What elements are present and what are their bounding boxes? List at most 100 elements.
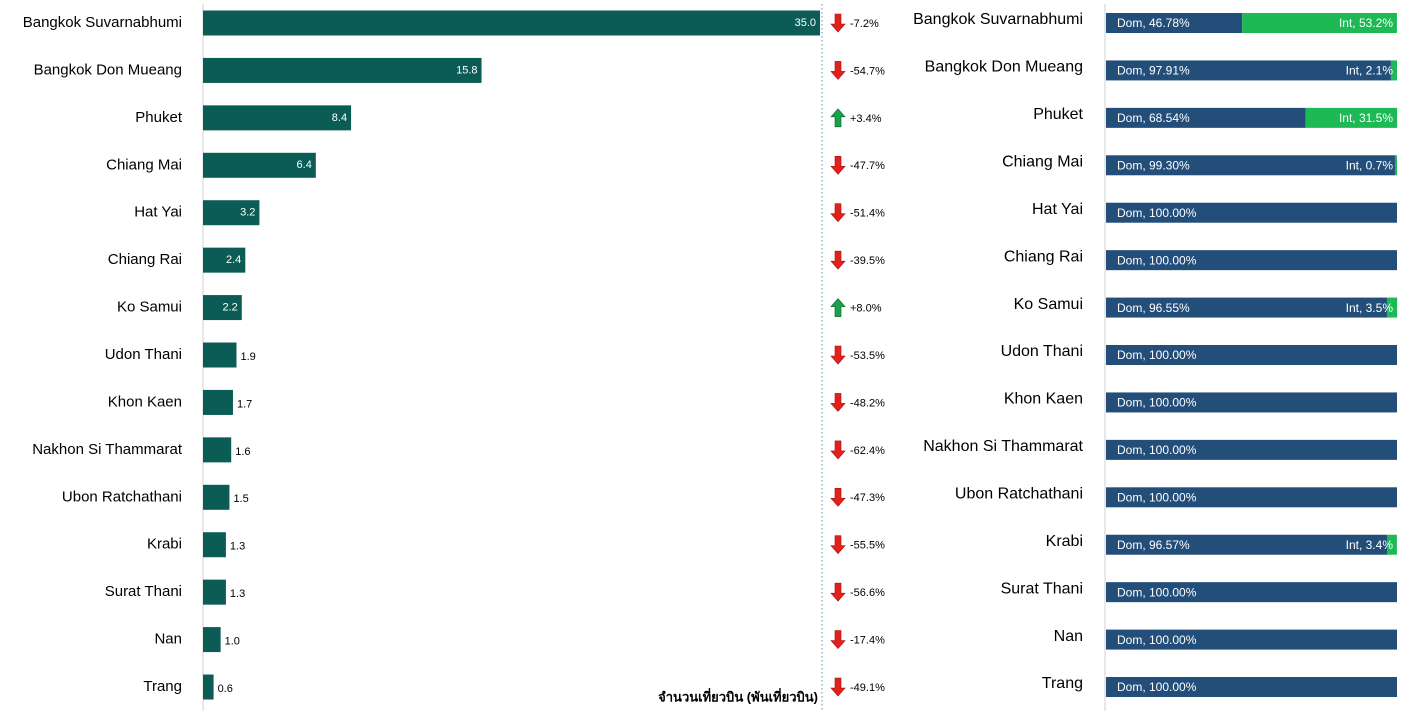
bar <box>203 295 242 321</box>
change-arrow <box>830 582 846 602</box>
bar-segment <box>1106 345 1397 366</box>
category-label: Nan <box>1054 628 1083 645</box>
change-arrow <box>830 155 846 175</box>
segment-label: Dom, 100.00% <box>1117 206 1197 220</box>
segment-label: Int, 53.2% <box>1339 16 1393 30</box>
category-label: Bangkok Don Mueang <box>34 61 182 78</box>
segment-label: Dom, 99.30% <box>1117 158 1190 172</box>
bar-segment <box>1106 582 1397 603</box>
change-label: +3.4% <box>850 113 882 125</box>
category-label: Chiang Rai <box>1004 248 1083 265</box>
segment-label: Int, 2.1% <box>1346 64 1394 78</box>
value-label: 1.6 <box>235 446 250 458</box>
category-label: Bangkok Suvarnabhumi <box>23 14 182 31</box>
category-label: Trang <box>1042 675 1083 692</box>
bar-segment <box>1106 297 1387 318</box>
category-label: Ko Samui <box>117 299 182 316</box>
bar-segment <box>1106 250 1397 271</box>
change-arrow <box>830 393 846 412</box>
change-arrow <box>830 13 846 33</box>
category-label: Krabi <box>1046 533 1083 550</box>
category-label: Bangkok Don Mueang <box>925 59 1083 76</box>
change-arrow <box>830 677 846 697</box>
category-label: Trang <box>143 678 182 695</box>
segment-label: Dom, 100.00% <box>1117 253 1197 267</box>
segment-label: Dom, 100.00% <box>1117 396 1197 410</box>
change-arrow <box>830 630 846 650</box>
category-label: Khon Kaen <box>1004 391 1083 408</box>
category-label: Nakhon Si Thammarat <box>32 441 183 458</box>
category-label: Chiang Mai <box>1002 154 1083 171</box>
bar <box>203 532 226 558</box>
category-label: Nan <box>154 631 182 648</box>
segment-label: Dom, 46.78% <box>1117 16 1190 30</box>
bar <box>203 342 237 368</box>
change-label: -47.7% <box>850 160 885 172</box>
bar-segment <box>1106 60 1391 81</box>
change-arrow <box>830 345 846 365</box>
value-label: 1.0 <box>225 635 240 647</box>
value-label: 35.0 <box>795 17 816 29</box>
bar-segment <box>1106 439 1397 460</box>
change-label: -49.1% <box>850 682 885 694</box>
x-axis-label: จำนวนเที่ยวบิน (พันเที่ยวบิน) <box>658 687 818 704</box>
value-label: 6.4 <box>297 159 312 171</box>
bar-segment <box>1106 392 1397 413</box>
change-label: +8.0% <box>850 302 882 314</box>
segment-label: Dom, 100.00% <box>1117 348 1197 362</box>
change-label: -39.5% <box>850 255 885 267</box>
segment-label: Int, 31.5% <box>1339 111 1393 125</box>
category-label: Khon Kaen <box>108 393 182 410</box>
category-label: Chiang Rai <box>108 251 182 268</box>
value-label: 0.6 <box>218 683 233 695</box>
segment-label: Dom, 100.00% <box>1117 633 1197 647</box>
category-label: Udon Thani <box>1001 343 1083 360</box>
category-label: Krabi <box>147 536 182 553</box>
change-label: -7.2% <box>850 18 879 30</box>
change-arrow <box>830 203 846 223</box>
value-label: 2.4 <box>226 254 241 266</box>
segment-label: Dom, 100.00% <box>1117 680 1197 694</box>
change-arrow <box>830 488 846 507</box>
value-label: 8.4 <box>332 112 347 124</box>
category-label: Ubon Ratchathani <box>955 486 1083 503</box>
category-label: Surat Thani <box>1001 580 1083 597</box>
segment-label: Dom, 96.55% <box>1117 301 1190 315</box>
bar <box>203 10 820 36</box>
category-label: Surat Thani <box>105 583 182 600</box>
category-label: Hat Yai <box>134 204 182 221</box>
bar-segment <box>1106 155 1395 176</box>
bar-segment <box>1106 629 1397 650</box>
change-arrow <box>830 108 846 128</box>
bar-segment <box>1106 202 1397 223</box>
bar-segment <box>1387 534 1397 555</box>
change-label: -48.2% <box>850 397 885 409</box>
category-label: Bangkok Suvarnabhumi <box>913 11 1083 28</box>
change-arrow <box>830 535 846 555</box>
bar-segment <box>1242 13 1397 33</box>
bar <box>203 105 352 131</box>
bar-segment <box>1394 155 1397 176</box>
category-label: Ubon Ratchathani <box>62 488 182 505</box>
change-arrow <box>830 61 846 80</box>
bar <box>203 57 482 83</box>
change-arrow <box>830 298 846 317</box>
segment-label: Int, 0.7% <box>1346 158 1394 172</box>
change-label: -47.3% <box>850 492 885 504</box>
category-label: Hat Yai <box>1032 201 1083 218</box>
value-label: 1.3 <box>230 588 245 600</box>
segment-label: Int, 3.4% <box>1346 538 1394 552</box>
bar <box>203 247 246 273</box>
value-label: 2.2 <box>222 301 237 313</box>
category-label: Udon Thani <box>105 346 182 363</box>
bar-segment <box>1390 60 1398 81</box>
value-label: 1.9 <box>240 351 255 363</box>
value-label: 1.5 <box>233 493 248 505</box>
segment-label: Dom, 96.57% <box>1117 538 1190 552</box>
segment-label: Dom, 68.54% <box>1117 111 1190 125</box>
category-label: Nakhon Si Thammarat <box>923 438 1083 455</box>
change-label: -54.7% <box>850 65 885 77</box>
change-label: -51.4% <box>850 208 885 220</box>
value-label: 15.8 <box>456 64 477 76</box>
